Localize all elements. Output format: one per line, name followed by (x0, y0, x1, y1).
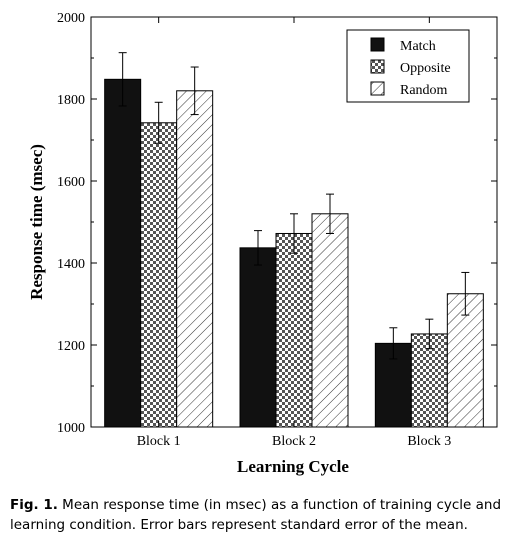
y-tick-label: 1800 (57, 93, 85, 108)
legend: Match Opposite Random (346, 29, 470, 103)
bar-chart: 1000 1200 1400 1600 1800 2000 Block 1 Block 2 Bl… (27, 11, 498, 476)
caption-text: Mean response time (in msec) as a functi… (10, 497, 502, 533)
bars-layer (104, 52, 484, 428)
legend-label-random: Random (400, 83, 448, 98)
y-tick-label: 1600 (57, 175, 85, 190)
legend-box (346, 29, 470, 103)
y-tick-label: 1400 (57, 257, 85, 272)
caption-label: Fig. 1. (10, 497, 58, 513)
legend-label-match: Match (400, 39, 436, 54)
bar-match-2 (239, 247, 277, 428)
y-tick-label: 2000 (57, 11, 85, 26)
legend-swatch-opposite (370, 59, 385, 74)
axes-layer: 1000 1200 1400 1600 1800 2000 Block 1 Block 2 Bl… (57, 11, 498, 449)
bar-opposite-1 (140, 122, 178, 428)
legend-label-opposite: Opposite (400, 61, 451, 76)
x-tick-label: Block 2 (272, 434, 316, 449)
figure-caption: Fig. 1. Mean response time (in msec) as … (10, 495, 520, 535)
y-tick-label: 1200 (57, 339, 85, 354)
bar-random-1 (176, 90, 214, 428)
x-tick-label: Block 1 (137, 434, 181, 449)
legend-swatch-random (370, 81, 385, 96)
bar-match-1 (104, 78, 142, 428)
legend-swatch-match (370, 37, 385, 52)
y-axis-title: Response time (msec) (27, 144, 46, 300)
y-tick-label: 1000 (57, 421, 85, 436)
bar-opposite-2 (275, 232, 313, 428)
bar-random-2 (311, 213, 349, 428)
x-axis-title: Learning Cycle (237, 457, 349, 476)
x-tick-label: Block 3 (407, 434, 451, 449)
